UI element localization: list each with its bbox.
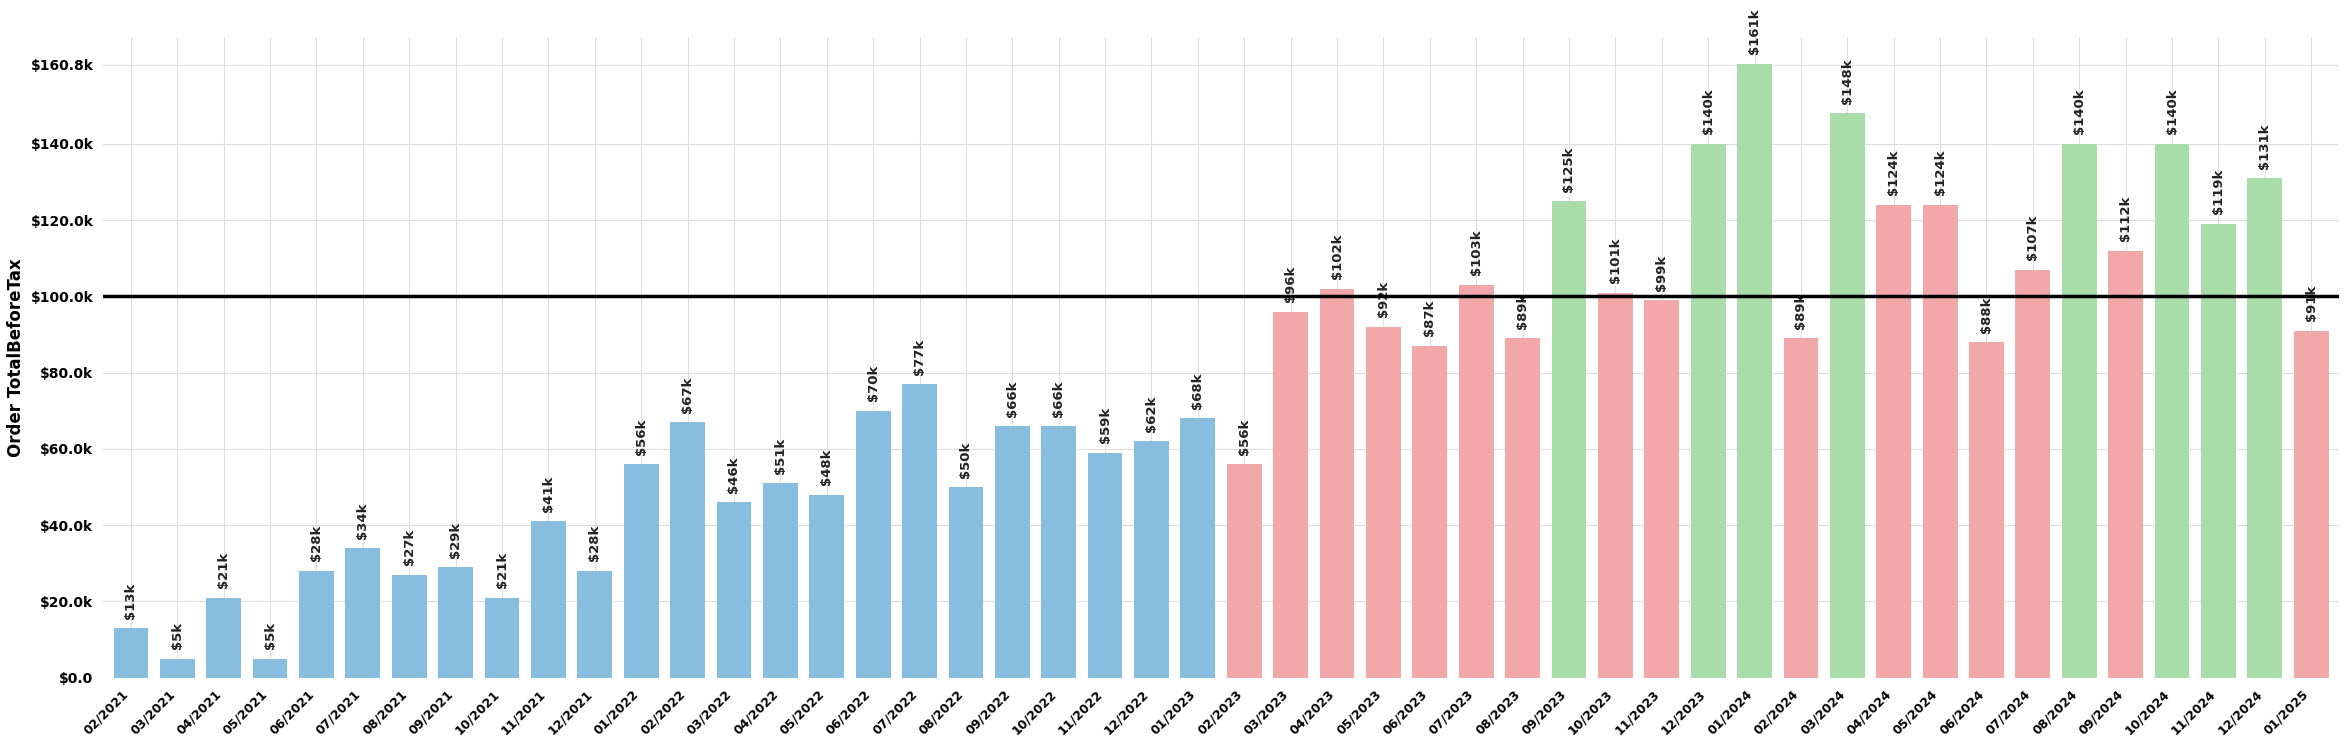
Text: $28k: $28k: [310, 525, 324, 562]
Text: $103k: $103k: [1469, 230, 1483, 275]
Text: $50k: $50k: [960, 441, 974, 478]
Bar: [948, 487, 983, 678]
Bar: [1691, 144, 1727, 678]
Text: $41k: $41k: [542, 475, 556, 512]
Text: $101k: $101k: [1609, 237, 1621, 283]
Text: $51k: $51k: [774, 437, 786, 474]
Text: $29k: $29k: [448, 522, 462, 557]
Text: $88k: $88k: [1980, 296, 1994, 333]
Text: $91k: $91k: [2304, 285, 2318, 321]
Bar: [995, 426, 1030, 678]
Text: $140k: $140k: [1701, 89, 1715, 135]
Text: $89k: $89k: [1795, 292, 1806, 329]
Y-axis label: Order TotalBeforeTax: Order TotalBeforeTax: [7, 258, 26, 457]
Text: $5k: $5k: [263, 622, 277, 650]
Bar: [1968, 342, 2003, 678]
Text: $67k: $67k: [680, 376, 694, 413]
Bar: [2015, 270, 2050, 678]
Text: $161k: $161k: [1748, 9, 1762, 54]
Bar: [1274, 312, 1309, 678]
Bar: [2201, 224, 2236, 678]
Bar: [1736, 64, 1771, 678]
Bar: [1551, 201, 1586, 678]
Text: $124k: $124k: [1886, 150, 1900, 196]
Text: $56k: $56k: [636, 418, 647, 455]
Bar: [1877, 205, 1912, 678]
Text: $107k: $107k: [2027, 215, 2039, 260]
Bar: [1459, 285, 1494, 678]
Bar: [392, 575, 427, 678]
Text: $13k: $13k: [124, 583, 138, 619]
Text: $92k: $92k: [1377, 281, 1389, 318]
Bar: [1783, 339, 1818, 678]
Text: $148k: $148k: [1842, 58, 1853, 104]
Bar: [856, 411, 891, 678]
Text: $99k: $99k: [1656, 254, 1668, 291]
Text: $21k: $21k: [495, 552, 509, 589]
Bar: [716, 502, 751, 678]
Bar: [486, 597, 518, 678]
Bar: [2154, 144, 2189, 678]
Text: $119k: $119k: [2212, 169, 2224, 214]
Bar: [2109, 251, 2142, 678]
Bar: [1598, 292, 1633, 678]
Bar: [624, 464, 659, 678]
Text: $48k: $48k: [821, 449, 833, 485]
Bar: [903, 384, 936, 678]
Text: $56k: $56k: [1239, 418, 1250, 455]
Bar: [1089, 453, 1121, 678]
Bar: [2247, 179, 2283, 678]
Bar: [2062, 144, 2097, 678]
Text: $34k: $34k: [357, 502, 368, 539]
Text: $28k: $28k: [589, 525, 601, 562]
Bar: [1365, 327, 1401, 678]
Bar: [2294, 331, 2330, 678]
Bar: [1227, 464, 1262, 678]
Bar: [1924, 205, 1957, 678]
Text: $140k: $140k: [2165, 89, 2179, 135]
Bar: [1412, 346, 1447, 678]
Bar: [298, 571, 333, 678]
Bar: [253, 658, 289, 678]
Text: $66k: $66k: [1053, 380, 1065, 417]
Text: $46k: $46k: [727, 456, 741, 493]
Text: $131k: $131k: [2259, 124, 2271, 169]
Text: $27k: $27k: [404, 529, 415, 565]
Bar: [577, 571, 612, 678]
Bar: [762, 484, 798, 678]
Bar: [671, 423, 706, 678]
Text: $102k: $102k: [1330, 234, 1344, 279]
Text: $112k: $112k: [2118, 196, 2133, 241]
Text: $125k: $125k: [1562, 146, 1577, 191]
Bar: [1321, 289, 1354, 678]
Bar: [1506, 339, 1539, 678]
Bar: [1133, 441, 1168, 678]
Bar: [160, 658, 195, 678]
Bar: [1180, 418, 1215, 678]
Text: $124k: $124k: [1933, 150, 1947, 196]
Bar: [206, 597, 242, 678]
Bar: [809, 495, 845, 678]
Bar: [1830, 113, 1865, 678]
Text: $5k: $5k: [171, 622, 183, 650]
Text: $70k: $70k: [866, 365, 880, 401]
Text: $96k: $96k: [1283, 266, 1297, 302]
Text: $59k: $59k: [1098, 407, 1112, 443]
Text: $21k: $21k: [218, 552, 230, 589]
Text: $87k: $87k: [1424, 300, 1436, 336]
Text: $89k: $89k: [1516, 292, 1530, 329]
Bar: [530, 522, 565, 678]
Bar: [1645, 301, 1680, 678]
Bar: [345, 548, 380, 678]
Text: $77k: $77k: [913, 339, 927, 374]
Text: $68k: $68k: [1192, 373, 1203, 409]
Text: $140k: $140k: [2074, 89, 2086, 135]
Text: $62k: $62k: [1145, 395, 1159, 432]
Text: $66k: $66k: [1006, 380, 1018, 417]
Bar: [439, 567, 474, 678]
Bar: [1042, 426, 1077, 678]
Bar: [113, 628, 148, 678]
